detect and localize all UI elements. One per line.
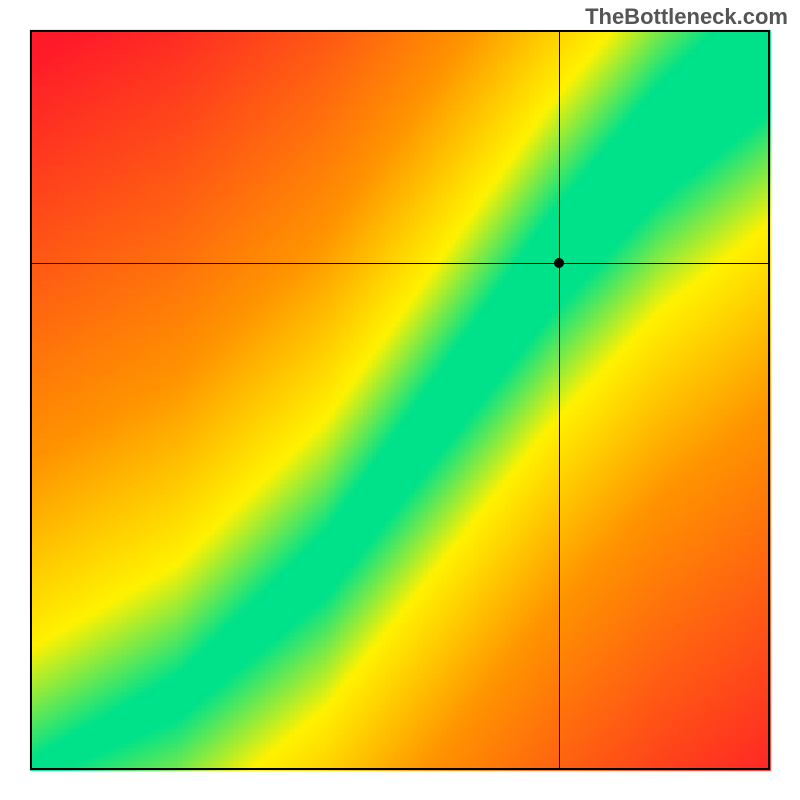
bottleneck-heatmap	[0, 0, 800, 800]
watermark-text: TheBottleneck.com	[585, 4, 788, 30]
chart-container: { "watermark_text": "TheBottleneck.com",…	[0, 0, 800, 800]
